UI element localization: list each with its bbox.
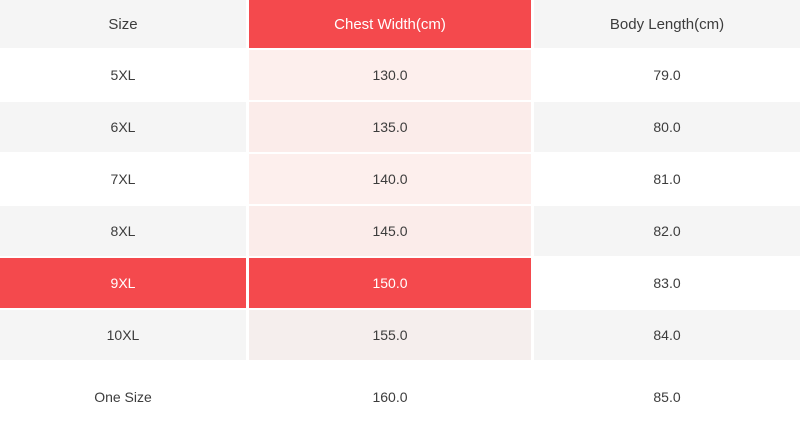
- chest-width-cell: 160.0: [249, 362, 531, 431]
- chest-width-cell: 155.0: [249, 310, 531, 360]
- size-cell-selected[interactable]: 9XL: [0, 258, 246, 308]
- size-cell[interactable]: 8XL: [0, 206, 246, 256]
- chest-width-cell-selected: 150.0: [249, 258, 531, 308]
- body-length-cell: 79.0: [534, 50, 800, 100]
- column-header-chest-width: Chest Width(cm): [249, 0, 531, 48]
- body-length-cell: 85.0: [534, 362, 800, 431]
- body-length-cell: 80.0: [534, 102, 800, 152]
- chest-width-cell: 145.0: [249, 206, 531, 256]
- chest-width-cell: 135.0: [249, 102, 531, 152]
- size-cell[interactable]: 10XL: [0, 310, 246, 360]
- chest-width-cell: 140.0: [249, 154, 531, 204]
- body-length-cell: 84.0: [534, 310, 800, 360]
- size-cell[interactable]: 7XL: [0, 154, 246, 204]
- body-length-cell: 83.0: [534, 258, 800, 308]
- size-cell[interactable]: 5XL: [0, 50, 246, 100]
- body-length-cell: 82.0: [534, 206, 800, 256]
- size-cell[interactable]: One Size: [0, 362, 246, 431]
- column-header-body-length: Body Length(cm): [534, 0, 800, 48]
- column-header-size: Size: [0, 0, 246, 48]
- size-cell[interactable]: 6XL: [0, 102, 246, 152]
- chest-width-cell: 130.0: [249, 50, 531, 100]
- body-length-cell: 81.0: [534, 154, 800, 204]
